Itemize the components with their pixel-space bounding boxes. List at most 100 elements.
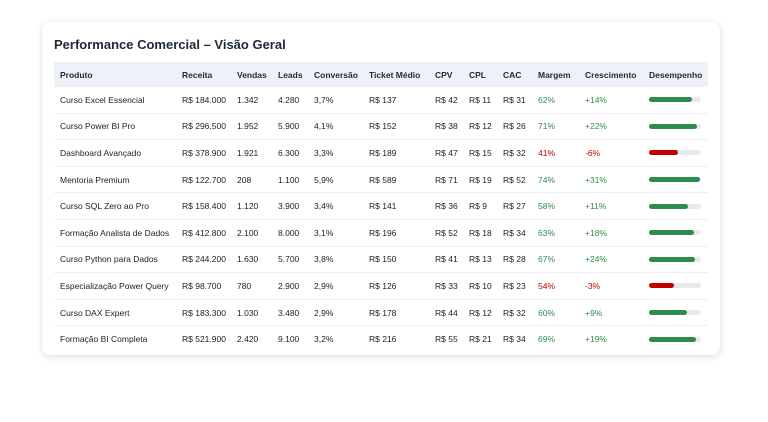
cell-desempenho <box>643 246 708 274</box>
performance-bar-fill <box>649 256 695 262</box>
cell-vendas: 1.921 <box>231 139 272 167</box>
cell-cpv: R$ 47 <box>429 139 463 167</box>
table-row[interactable]: Curso Excel Essencial R$ 184.000 1.342 4.28… <box>54 87 708 114</box>
cell-margem: 41% <box>532 139 579 167</box>
cell-cpl: R$ 18 <box>463 219 497 247</box>
cell-cpv: R$ 52 <box>429 219 463 247</box>
cell-receita: R$ 98.700 <box>176 272 231 300</box>
cell-receita: R$ 296.500 <box>176 113 231 141</box>
cell-cac: R$ 26 <box>497 113 532 141</box>
table-row[interactable]: Formação Analista de Dados R$ 412.800 2.10… <box>54 219 708 247</box>
cell-desempenho <box>643 166 708 194</box>
table-row[interactable]: Dashboard Avançado R$ 378.900 1.921 6.300 3,… <box>54 139 708 167</box>
performance-bar-fill <box>649 203 688 209</box>
column-header-produto[interactable]: Produto <box>60 69 93 80</box>
cell-desempenho <box>643 326 708 352</box>
cell-desempenho <box>643 272 708 300</box>
cell-desempenho <box>643 87 708 114</box>
cell-crescimento: +24% <box>579 246 643 274</box>
cell-margem: 71% <box>532 113 579 141</box>
cell-produto: Especialização Power Query <box>54 272 176 300</box>
table-row[interactable]: Especialização Power Query R$ 98.700 780 2.… <box>54 272 708 300</box>
table-body: Curso Excel Essencial R$ 184.000 1.342 4.28… <box>54 87 708 352</box>
cell-crescimento: -6% <box>579 139 643 167</box>
cell-produto: Curso DAX Expert <box>54 299 176 327</box>
cell-cac: R$ 32 <box>497 139 532 167</box>
cell-desempenho <box>643 219 708 247</box>
cell-vendas: 1.342 <box>231 87 272 114</box>
cell-ticket-medio: R$ 126 <box>363 272 429 300</box>
cell-receita: R$ 122.700 <box>176 166 231 194</box>
cell-ticket-medio: R$ 589 <box>363 166 429 194</box>
cell-margem: 58% <box>532 192 579 220</box>
cell-leads: 6.300 <box>272 139 308 167</box>
performance-bar <box>649 150 701 156</box>
column-header-leads[interactable]: Leads <box>278 69 303 80</box>
cell-produto: Dashboard Avançado <box>54 139 176 167</box>
cell-cpv: R$ 42 <box>429 87 463 114</box>
cell-cpl: R$ 15 <box>463 139 497 167</box>
cell-crescimento: +9% <box>579 299 643 327</box>
cell-receita: R$ 183.300 <box>176 299 231 327</box>
table-row[interactable]: Curso DAX Expert R$ 183.300 1.030 3.480 2,9%… <box>54 299 708 327</box>
performance-bar <box>649 256 701 262</box>
cell-cpv: R$ 36 <box>429 192 463 220</box>
cell-crescimento: +18% <box>579 219 643 247</box>
cell-cac: R$ 32 <box>497 299 532 327</box>
performance-bar <box>649 123 701 129</box>
cell-leads: 3.900 <box>272 192 308 220</box>
cell-produto: Formação BI Completa <box>60 334 148 345</box>
cell-cac: R$ 28 <box>497 246 532 274</box>
cell-conversao: 3,8% <box>308 246 363 274</box>
cell-margem: 54% <box>532 272 579 300</box>
cell-ticket-medio: R$ 178 <box>363 299 429 327</box>
performance-bar-fill <box>649 283 674 289</box>
cell-receita: R$ 412.800 <box>176 219 231 247</box>
cell-crescimento: +31% <box>579 166 643 194</box>
cell-produto: Mentoria Premium <box>54 166 176 194</box>
table-header-row: Produto Receita Vendas Leads Conversão T… <box>54 62 708 87</box>
cell-leads: 3.480 <box>272 299 308 327</box>
table-row[interactable]: Formação BI Completa R$ 521.900 2.420 9.100… <box>54 326 708 352</box>
cell-desempenho <box>643 139 708 167</box>
column-header-vendas[interactable]: Vendas <box>237 69 267 80</box>
cell-cpv: R$ 55 <box>435 334 458 345</box>
cell-leads: 5.900 <box>272 113 308 141</box>
cell-cpl: R$ 19 <box>463 166 497 194</box>
column-header-ticket-medio[interactable]: Ticket Médio <box>369 69 421 80</box>
column-header-margem[interactable]: Margem <box>538 69 571 80</box>
column-header-crescimento[interactable]: Crescimento <box>585 69 637 80</box>
cell-conversao: 5,9% <box>308 166 363 194</box>
cell-ticket-medio: R$ 137 <box>363 87 429 114</box>
column-header-cpl[interactable]: CPL <box>469 69 486 80</box>
cell-margem: 69% <box>538 334 556 345</box>
column-header-conversao[interactable]: Conversão <box>314 69 358 80</box>
cell-margem: 67% <box>532 246 579 274</box>
cell-cpv: R$ 41 <box>429 246 463 274</box>
cell-receita: R$ 521.900 <box>182 334 226 345</box>
cell-cpl: R$ 12 <box>463 113 497 141</box>
cell-desempenho <box>643 299 708 327</box>
column-header-desempenho[interactable]: Desempenho <box>649 69 703 80</box>
table-row[interactable]: Mentoria Premium R$ 122.700 208 1.100 5,9% R$… <box>54 166 708 194</box>
table-row[interactable]: Curso Power BI Pro R$ 296.500 1.952 5.900 4,… <box>54 113 708 141</box>
cell-leads: 5.700 <box>272 246 308 274</box>
table-row[interactable]: Curso Python para Dados R$ 244.200 1.630 5.… <box>54 246 708 274</box>
performance-bar <box>649 177 701 183</box>
cell-crescimento: +11% <box>579 192 643 220</box>
cell-cac: R$ 34 <box>497 219 532 247</box>
cell-cac: R$ 31 <box>497 87 532 114</box>
cell-produto: Curso Python para Dados <box>54 246 176 274</box>
column-header-cpv[interactable]: CPV <box>435 69 453 80</box>
cell-ticket-medio: R$ 150 <box>363 246 429 274</box>
cell-leads: 8.000 <box>272 219 308 247</box>
performance-bar <box>649 336 701 342</box>
column-header-cac[interactable]: CAC <box>503 69 522 80</box>
performance-bar <box>649 203 701 209</box>
cell-produto: Curso SQL Zero ao Pro <box>54 192 176 220</box>
cell-receita: R$ 158.400 <box>176 192 231 220</box>
performance-card: Performance Comercial – Visão Geral Prod… <box>42 22 720 355</box>
table-row[interactable]: Curso SQL Zero ao Pro R$ 158.400 1.120 3.90… <box>54 192 708 220</box>
column-header-receita[interactable]: Receita <box>182 69 213 80</box>
cell-margem: 74% <box>532 166 579 194</box>
